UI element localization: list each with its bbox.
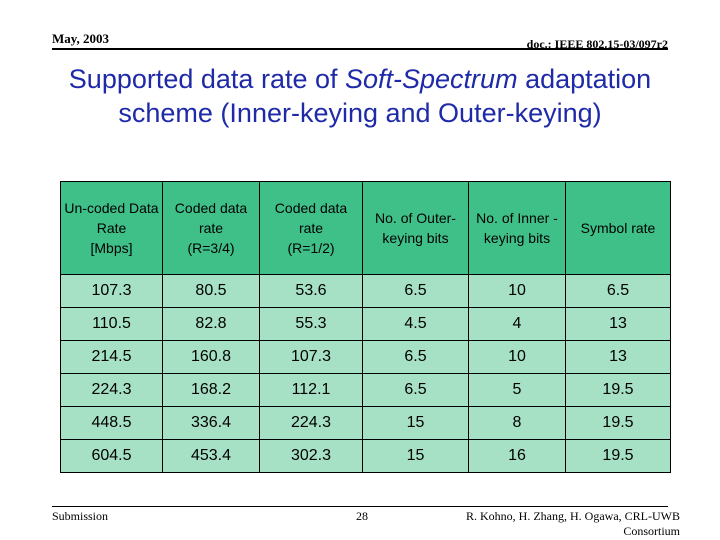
table-cell: 604.5 xyxy=(60,439,163,473)
table-cell: 224.3 xyxy=(60,373,163,407)
header-line1: Symbol rate xyxy=(580,220,656,236)
header-line1: Un-coded Data Rate xyxy=(64,200,159,236)
data-rate-table: Un-coded Data Rate [Mbps] Coded data rate… xyxy=(60,181,671,473)
table-cell: 19.5 xyxy=(565,439,671,473)
table-cell: 6.5 xyxy=(362,340,469,374)
table-cell: 453.4 xyxy=(162,439,260,473)
table-row: 107.3 80.5 53.6 6.5 10 6.5 xyxy=(60,274,671,308)
header-line2: (R=3/4) xyxy=(187,240,235,256)
table-row: 604.5 453.4 302.3 15 16 19.5 xyxy=(60,439,671,473)
header-date: May, 2003 xyxy=(52,31,110,46)
table-cell: 448.5 xyxy=(60,406,163,440)
table-cell: 224.3 xyxy=(259,406,363,440)
table-cell: 19.5 xyxy=(565,406,671,440)
table-cell: 13 xyxy=(565,340,671,374)
header-line2: (R=1/2) xyxy=(287,240,335,256)
header-uncoded-rate: Un-coded Data Rate [Mbps] xyxy=(60,181,163,275)
table-cell: 336.4 xyxy=(162,406,260,440)
footer-authors: R. Kohno, H. Zhang, H. Ogawa, CRL-UWB Co… xyxy=(466,509,680,538)
header-divider xyxy=(52,48,668,50)
table-cell: 10 xyxy=(468,274,566,308)
table-cell: 112.1 xyxy=(259,373,363,407)
table-row: 224.3 168.2 112.1 6.5 5 19.5 xyxy=(60,373,671,407)
table-cell: 214.5 xyxy=(60,340,163,374)
table-cell: 4 xyxy=(468,307,566,341)
header-coded-rate-3-4: Coded data rate (R=3/4) xyxy=(162,181,260,275)
table-cell: 16 xyxy=(468,439,566,473)
header-line1: No. of Inner -keying bits xyxy=(476,210,558,246)
table-cell: 53.6 xyxy=(259,274,363,308)
header-line1: No. of Outer-keying bits xyxy=(375,210,456,246)
table-cell: 15 xyxy=(362,439,469,473)
title-emphasis: Soft-Spectrum xyxy=(345,64,518,94)
header-line2: [Mbps] xyxy=(90,240,133,256)
table-cell: 13 xyxy=(565,307,671,341)
table-cell: 302.3 xyxy=(259,439,363,473)
header-outer-keying-bits: No. of Outer-keying bits xyxy=(362,181,469,275)
table-cell: 5 xyxy=(468,373,566,407)
table-cell: 107.3 xyxy=(60,274,163,308)
header-line1: Coded data rate xyxy=(274,200,348,236)
table-cell: 15 xyxy=(362,406,469,440)
table-header-row: Un-coded Data Rate [Mbps] Coded data rate… xyxy=(60,181,671,275)
slide-title: Supported data rate of Soft-Spectrum ada… xyxy=(60,62,660,130)
footer-submission: Submission xyxy=(52,509,109,523)
title-part1: Supported data rate of xyxy=(68,64,345,94)
table-cell: 6.5 xyxy=(565,274,671,308)
table-cell: 168.2 xyxy=(162,373,260,407)
header-inner-keying-bits: No. of Inner -keying bits xyxy=(468,181,566,275)
title-part2: adaptation scheme (Inner-keying and Oute… xyxy=(118,64,652,128)
table-cell: 110.5 xyxy=(60,307,163,341)
table-cell: 4.5 xyxy=(362,307,469,341)
table-row: 448.5 336.4 224.3 15 8 19.5 xyxy=(60,406,671,440)
table-row: 214.5 160.8 107.3 6.5 10 13 xyxy=(60,340,671,374)
table-cell: 19.5 xyxy=(565,373,671,407)
header-symbol-rate: Symbol rate xyxy=(565,181,671,275)
table-cell: 160.8 xyxy=(162,340,260,374)
header-doc-id: doc.: IEEE 802.15-03/097r2 xyxy=(526,37,668,51)
table-cell: 82.8 xyxy=(162,307,260,341)
table-row: 110.5 82.8 55.3 4.5 4 13 xyxy=(60,307,671,341)
table-cell: 6.5 xyxy=(362,274,469,308)
table-cell: 10 xyxy=(468,340,566,374)
table-cell: 55.3 xyxy=(259,307,363,341)
header-coded-rate-1-2: Coded data rate (R=1/2) xyxy=(259,181,363,275)
table-cell: 80.5 xyxy=(162,274,260,308)
table-cell: 8 xyxy=(468,406,566,440)
table-cell: 6.5 xyxy=(362,373,469,407)
table-cell: 107.3 xyxy=(259,340,363,374)
header-line1: Coded data rate xyxy=(174,200,248,236)
footer-page-number: 28 xyxy=(356,509,368,523)
footer-divider xyxy=(52,506,668,507)
